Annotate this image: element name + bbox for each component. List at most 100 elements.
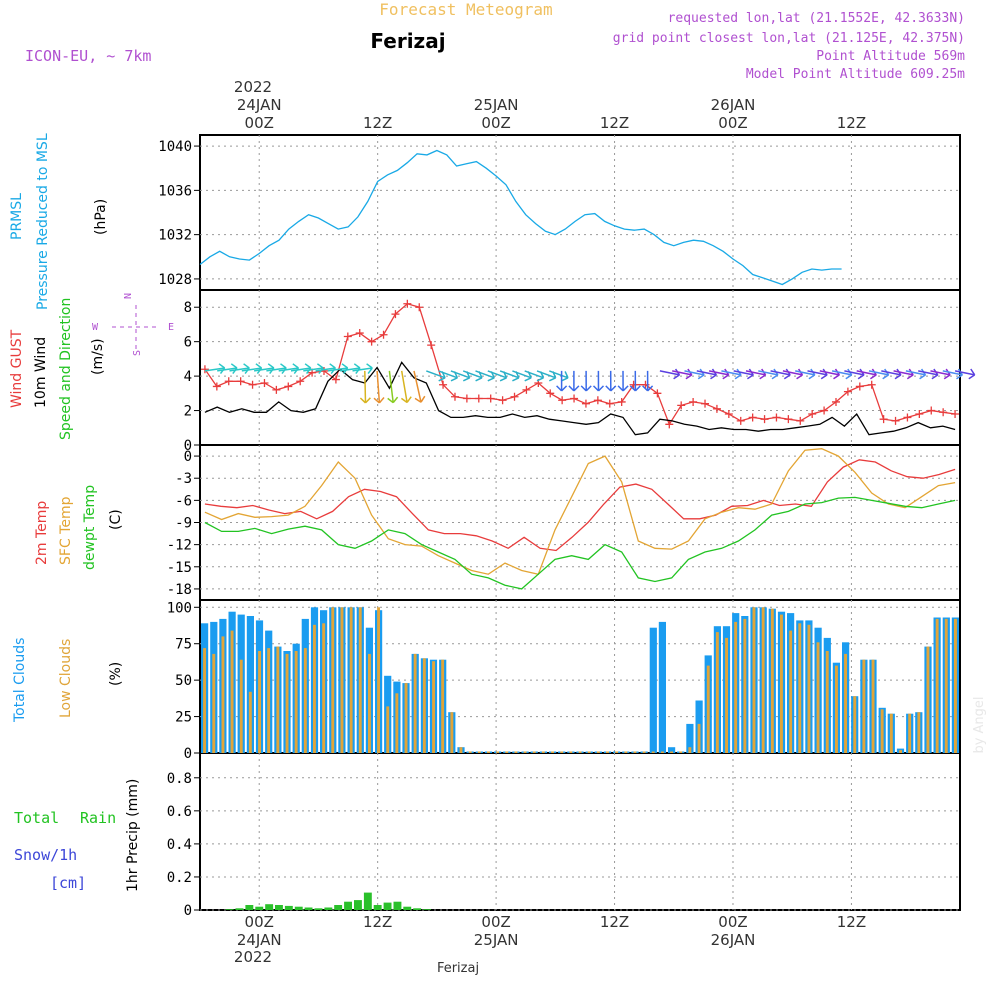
low-cloud-bar — [761, 607, 765, 753]
gust-point — [200, 365, 209, 374]
low-cloud-bar — [725, 637, 728, 753]
low-cloud-bar — [596, 751, 600, 753]
rain-bar — [354, 900, 362, 910]
gust-point — [903, 413, 912, 422]
total-cloud-bar — [668, 747, 676, 753]
chart-title: Forecast Meteogram — [379, 0, 552, 19]
point-altitude: Point Altitude 569m — [816, 49, 965, 64]
low-cloud-bar — [313, 624, 316, 753]
gust-point — [343, 332, 352, 341]
gust-point — [212, 382, 221, 391]
compass-east: E — [168, 322, 174, 333]
low-cloud-bar — [285, 653, 289, 753]
gust-point — [272, 385, 281, 394]
gust-point — [462, 394, 471, 403]
temp2m-label: 2m Temp — [34, 501, 50, 565]
gust-point — [712, 404, 721, 413]
low-cloud-bar — [569, 751, 573, 753]
rain-bar — [383, 902, 392, 910]
low-cloud-bar — [651, 751, 655, 753]
x-date-label-top: 25JAN — [474, 96, 519, 114]
gust-point — [867, 380, 876, 389]
low-cloud-bar — [706, 665, 710, 753]
low-cloud-bar — [734, 621, 738, 753]
gust-point — [748, 413, 757, 422]
y-tick-label: 25 — [175, 710, 192, 726]
rain-bar — [245, 905, 254, 910]
gust-point — [367, 337, 376, 346]
rain-bar — [413, 908, 422, 910]
gust-point — [427, 341, 436, 350]
x-date-label-top: 26JAN — [711, 96, 756, 114]
low-cloud-bar — [780, 614, 783, 753]
rain-bar — [235, 908, 244, 910]
y-tick-label: -15 — [167, 560, 192, 576]
y-tick-label: -6 — [175, 493, 192, 509]
low-cloud-bar — [221, 636, 225, 753]
low-cloud-bar — [322, 623, 326, 753]
low-cloud-bar — [752, 607, 756, 753]
panel-frame-precipitation — [199, 752, 961, 911]
low-cloud-bar — [670, 751, 673, 753]
low-cloud-bar — [697, 723, 701, 753]
wind-direction-arrow — [549, 370, 569, 382]
low-cloud-bar — [770, 608, 774, 753]
low-cloud-bar — [331, 607, 335, 753]
low-cloud-bar — [487, 751, 490, 753]
compass-north: N — [123, 293, 134, 299]
x-tick-label-bottom: 00Z — [481, 913, 510, 931]
low-cloud-bar — [294, 651, 298, 753]
y-tick-label: 1028 — [158, 272, 192, 288]
low-cloud-bar — [825, 651, 829, 753]
low-cloud-bar — [340, 607, 344, 753]
wind-direction-arrow — [605, 370, 617, 392]
x-tick-label-bottom: 12Z — [600, 913, 629, 931]
gust-point — [855, 382, 864, 391]
y-tick-label: 0 — [184, 438, 192, 454]
precip-unit-label: [cm] — [50, 874, 86, 892]
low-cloud-bar — [835, 665, 838, 753]
gust-point — [724, 410, 733, 418]
requested-coords: requested lon,lat (21.1552E, 42.3633N) — [668, 11, 965, 26]
low-cloud-bar — [926, 646, 930, 753]
prmsl-label: PRMSL — [9, 193, 25, 240]
gust-point — [653, 389, 662, 398]
x-tick-label-top: 12Z — [363, 114, 392, 132]
low-cloud-bar — [615, 751, 619, 753]
wind-label: 10m Wind — [33, 337, 49, 408]
x-tick-label-top: 12Z — [837, 114, 866, 132]
low-cloud-bar — [679, 751, 683, 753]
total-clouds-label: Total Clouds — [12, 638, 28, 723]
gust-point — [474, 394, 483, 403]
x-date-label-bottom: 26JAN — [711, 931, 756, 949]
y-tick-label: 8 — [184, 300, 192, 316]
low-cloud-bar — [248, 691, 252, 753]
low-cloud-bar — [450, 712, 454, 753]
low-cloud-bar — [395, 693, 399, 753]
low-cloud-bar — [468, 751, 472, 753]
low-cloud-bar — [789, 630, 793, 753]
wind-direction-arrow — [400, 370, 412, 404]
precip-axis-label: 1hr Precip (mm) — [125, 779, 141, 892]
low-clouds-label: Low Clouds — [58, 639, 74, 718]
gust-point — [796, 416, 805, 425]
rain-bar — [255, 906, 264, 910]
low-cloud-bar — [239, 659, 243, 753]
low-cloud-bar — [212, 653, 216, 753]
rain-bar — [265, 904, 274, 910]
low-cloud-bar — [862, 659, 866, 753]
low-cloud-bar — [203, 648, 206, 753]
y-tick-label: 1032 — [158, 228, 192, 244]
panel-frame-wind — [199, 289, 961, 446]
rain-bar — [423, 909, 431, 910]
gust-point — [593, 396, 602, 405]
dewpt-line — [204, 496, 956, 590]
rain-bar — [363, 892, 372, 910]
gust-point — [510, 392, 519, 401]
low-cloud-bar — [688, 747, 692, 753]
temp-unit-label: (C) — [108, 509, 124, 530]
gust-point — [486, 394, 495, 403]
gust-label: Wind GUST — [9, 329, 25, 408]
y-tick-label: 50 — [175, 673, 192, 689]
wind-direction-arrow — [642, 370, 654, 392]
